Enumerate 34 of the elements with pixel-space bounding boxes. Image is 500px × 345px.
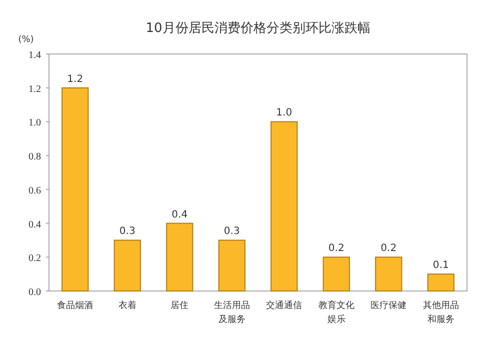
data-label: 0.4	[172, 209, 188, 220]
y-tick-label: 1.4	[28, 50, 41, 61]
x-tick-label: 教育文化娱乐	[318, 300, 354, 325]
x-tick-label: 食品烟酒	[57, 300, 94, 311]
data-label: 0.1	[432, 260, 449, 272]
data-label: 0.2	[380, 243, 397, 254]
x-tick-label: 生活用品及服务	[214, 300, 250, 325]
x-tick-label: 其他用品和服务	[422, 300, 459, 325]
y-tick-label: 0.4	[28, 219, 41, 230]
y-tick-label: 0.0	[28, 287, 41, 298]
x-tick-label: 交通通信	[266, 300, 302, 311]
data-label: 0.2	[328, 243, 344, 254]
bar	[270, 121, 298, 292]
y-tick-label: 0.6	[28, 185, 41, 196]
y-tick-label: 0.8	[28, 152, 41, 163]
chart-title: 10月份居民消费价格分类别环比涨跌幅	[146, 21, 370, 36]
data-label: 0.3	[119, 226, 136, 238]
bar	[166, 222, 194, 292]
bar	[62, 87, 89, 292]
x-tick-label: 衣着	[118, 300, 136, 311]
y-axis-title: (%)	[18, 35, 34, 45]
y-tick-label: 1.0	[28, 118, 41, 129]
bar	[322, 256, 350, 292]
y-tick-label: 1.2	[28, 84, 41, 95]
data-label: 1.0	[276, 108, 292, 119]
data-label: 0.3	[224, 226, 240, 238]
x-tick-label: 医疗保健	[370, 300, 407, 311]
bar	[218, 240, 246, 292]
y-tick-label: 0.2	[28, 253, 41, 264]
bar	[375, 256, 402, 292]
data-label: 1.2	[67, 74, 84, 85]
bar	[427, 274, 454, 292]
bar	[114, 240, 141, 292]
x-tick-label: 居住	[170, 300, 189, 311]
